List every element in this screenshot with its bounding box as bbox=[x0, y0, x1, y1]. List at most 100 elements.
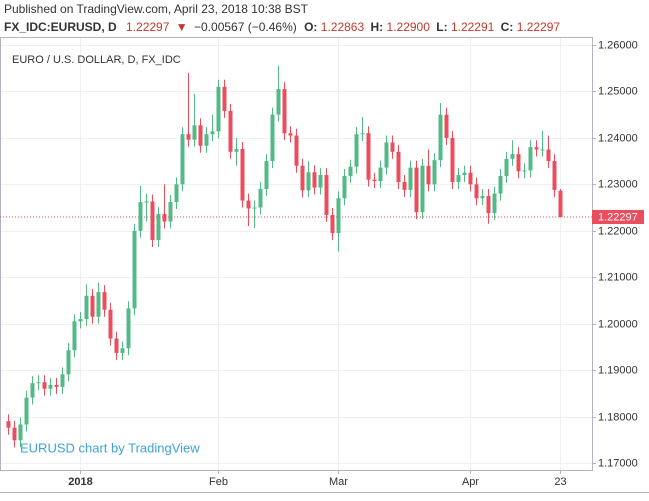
candle-body bbox=[402, 182, 407, 190]
candle-body bbox=[126, 308, 131, 349]
candle-body bbox=[168, 201, 173, 222]
candle-body bbox=[240, 149, 245, 201]
o-label: O: bbox=[304, 20, 317, 34]
candle-body bbox=[162, 214, 167, 222]
last: 1.22297 bbox=[126, 20, 170, 34]
candle-body bbox=[462, 172, 467, 176]
l: 1.22291 bbox=[451, 20, 495, 34]
y-tick-label: 1.23000 bbox=[598, 178, 638, 190]
candle-body bbox=[306, 172, 311, 191]
candle-body bbox=[18, 424, 23, 441]
watermark: EURUSD chart by TradingView bbox=[20, 440, 200, 455]
candle-body bbox=[264, 161, 269, 189]
candle-body bbox=[270, 114, 275, 162]
plot-frame bbox=[0, 37, 593, 471]
candle-body bbox=[228, 110, 233, 152]
candle-body bbox=[96, 292, 101, 317]
y-tick-label: 1.20000 bbox=[598, 318, 638, 330]
candle-body bbox=[420, 165, 425, 213]
candle-body bbox=[204, 134, 209, 146]
y-tick-label: 1.17000 bbox=[598, 457, 638, 469]
candle-body bbox=[246, 200, 251, 209]
candle-body bbox=[144, 201, 149, 203]
candle-body bbox=[558, 190, 563, 217]
candle-body bbox=[78, 319, 83, 322]
candle-body bbox=[414, 167, 419, 213]
candle-body bbox=[312, 172, 317, 188]
candle-body bbox=[534, 147, 539, 150]
candle-body bbox=[210, 131, 215, 135]
candle-body bbox=[528, 147, 533, 171]
arrow: ▼ bbox=[176, 20, 188, 34]
candle-body bbox=[150, 201, 155, 241]
candle-body bbox=[252, 207, 257, 209]
h-label: H: bbox=[371, 20, 384, 34]
candle-body bbox=[456, 175, 461, 182]
candle-body bbox=[36, 382, 41, 384]
candle-body bbox=[438, 114, 443, 161]
candle-body bbox=[516, 154, 521, 172]
candle-body bbox=[216, 86, 221, 132]
y-tick-label: 1.19000 bbox=[598, 364, 638, 376]
candle-body bbox=[498, 175, 503, 194]
last-price-label: 1.22297 bbox=[598, 211, 638, 223]
candle-body bbox=[282, 89, 287, 134]
o: 1.22863 bbox=[321, 20, 365, 34]
x-tick-label: 23 bbox=[554, 476, 566, 488]
candle-body bbox=[276, 89, 281, 115]
candle-body bbox=[114, 338, 119, 353]
candle-body bbox=[480, 195, 485, 199]
candle-body bbox=[360, 133, 365, 135]
candle-body bbox=[342, 175, 347, 199]
candle-body bbox=[552, 161, 557, 190]
candle-body bbox=[378, 167, 383, 182]
candle-body bbox=[192, 125, 197, 140]
candle-body bbox=[318, 175, 323, 188]
c: 1.22297 bbox=[517, 20, 561, 34]
candle-body bbox=[390, 142, 395, 152]
candle-body bbox=[258, 188, 263, 208]
candle-body bbox=[522, 170, 527, 172]
candle-body bbox=[138, 201, 143, 231]
candle-body bbox=[48, 384, 53, 389]
change: −0.00567 (−0.46%) bbox=[194, 20, 297, 34]
candle-body bbox=[156, 214, 161, 241]
candle-body bbox=[492, 193, 497, 214]
y-tick-label: 1.26000 bbox=[598, 39, 638, 51]
x-tick-label: Apr bbox=[462, 476, 479, 488]
candles bbox=[0, 65, 592, 448]
candle-body bbox=[84, 295, 89, 320]
l-label: L: bbox=[436, 20, 447, 34]
candle-body bbox=[60, 374, 65, 387]
quote-line: FX_IDC:EURUSD, D 1.22297 ▼ −0.00567 (−0.… bbox=[4, 20, 560, 34]
symbol: FX_IDC:EURUSD, D bbox=[4, 20, 117, 34]
candle-body bbox=[504, 158, 509, 176]
candle-body bbox=[186, 134, 191, 140]
candle-body bbox=[468, 172, 473, 185]
candle-body bbox=[12, 427, 17, 441]
candle-body bbox=[102, 292, 107, 310]
candle-body bbox=[426, 165, 431, 185]
candle-body bbox=[432, 160, 437, 185]
candle-body bbox=[54, 384, 59, 387]
candle-body bbox=[510, 154, 515, 159]
candle-body bbox=[540, 149, 545, 151]
candle-body bbox=[42, 382, 47, 389]
candle-body bbox=[72, 321, 77, 351]
candle-body bbox=[294, 135, 299, 166]
h: 1.22900 bbox=[387, 20, 431, 34]
candle-body bbox=[234, 149, 239, 152]
y-tick-label: 1.18000 bbox=[598, 411, 638, 423]
candle-body bbox=[408, 167, 413, 190]
x-tick-label: 2018 bbox=[68, 476, 92, 488]
candle-body bbox=[384, 142, 389, 168]
candle-body bbox=[450, 137, 455, 182]
candle-body bbox=[324, 175, 329, 215]
candle-body bbox=[180, 134, 185, 185]
y-tick-label: 1.22000 bbox=[598, 225, 638, 237]
candle-body bbox=[354, 134, 359, 167]
candle-body bbox=[6, 421, 11, 428]
candle-body bbox=[336, 198, 341, 234]
candle-body bbox=[486, 195, 491, 214]
